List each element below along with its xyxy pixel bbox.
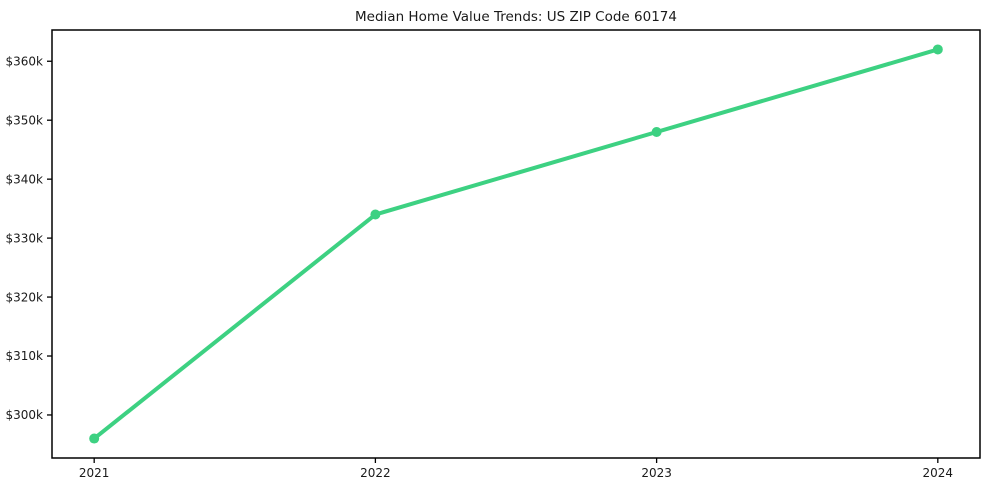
y-tick-label: $310k bbox=[6, 349, 44, 363]
y-tick-label: $340k bbox=[6, 172, 44, 186]
x-tick-label: 2024 bbox=[923, 466, 954, 480]
x-tick-label: 2023 bbox=[641, 466, 672, 480]
data-point-2021 bbox=[89, 433, 100, 444]
y-tick-label: $330k bbox=[6, 231, 44, 245]
y-tick-label: $350k bbox=[6, 113, 44, 127]
data-point-2023 bbox=[651, 126, 662, 137]
x-tick-label: 2021 bbox=[79, 466, 110, 480]
x-tick-label: 2022 bbox=[360, 466, 391, 480]
chart-title: Median Home Value Trends: US ZIP Code 60… bbox=[355, 9, 677, 25]
plot-border bbox=[51, 29, 981, 459]
data-point-2024 bbox=[932, 44, 943, 55]
y-tick-label: $300k bbox=[6, 408, 44, 422]
y-tick-label: $320k bbox=[6, 290, 44, 304]
y-tick-label: $360k bbox=[6, 54, 44, 68]
trend-line bbox=[92, 47, 940, 441]
data-point-2022 bbox=[370, 209, 381, 220]
